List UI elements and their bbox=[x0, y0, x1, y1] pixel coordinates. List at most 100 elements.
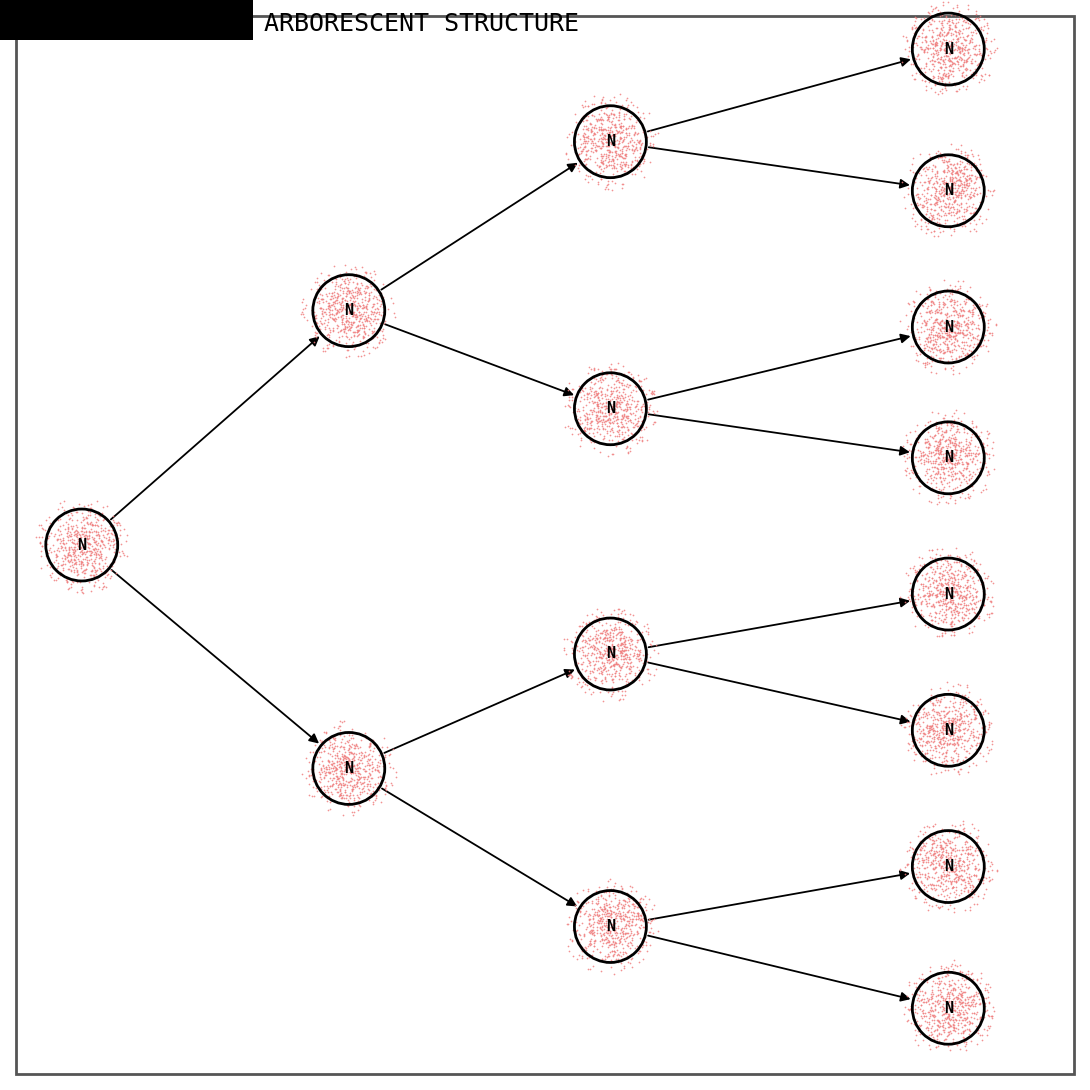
Point bbox=[64, 535, 82, 553]
Point bbox=[322, 736, 339, 753]
Point bbox=[634, 903, 652, 920]
Point bbox=[573, 620, 591, 638]
Point bbox=[911, 730, 929, 748]
Point bbox=[603, 113, 620, 131]
Point bbox=[567, 623, 584, 641]
Point bbox=[608, 404, 626, 422]
Point bbox=[926, 1038, 944, 1055]
Point bbox=[336, 279, 353, 296]
Point bbox=[932, 481, 949, 498]
Point bbox=[568, 675, 585, 692]
Point bbox=[946, 464, 964, 482]
Point bbox=[925, 68, 943, 85]
Point bbox=[936, 895, 954, 912]
Point bbox=[952, 693, 969, 711]
Point bbox=[331, 308, 349, 326]
Point bbox=[956, 340, 973, 358]
Point bbox=[931, 327, 948, 344]
Point bbox=[923, 881, 941, 898]
Point bbox=[576, 905, 593, 922]
Point bbox=[622, 93, 640, 110]
Point bbox=[938, 35, 956, 52]
Point bbox=[88, 513, 106, 531]
Point bbox=[596, 658, 614, 676]
Point bbox=[922, 445, 940, 462]
Point bbox=[596, 899, 614, 917]
Point bbox=[360, 754, 377, 772]
Point bbox=[622, 658, 640, 676]
Point bbox=[930, 728, 947, 746]
Point bbox=[615, 629, 632, 646]
Point bbox=[940, 162, 957, 180]
Point bbox=[334, 302, 351, 319]
Point bbox=[581, 936, 598, 954]
Point bbox=[926, 815, 944, 833]
Point bbox=[921, 15, 938, 33]
Point bbox=[933, 729, 950, 747]
Point bbox=[926, 553, 944, 570]
Point bbox=[584, 958, 602, 976]
Point bbox=[96, 554, 113, 571]
Point bbox=[961, 988, 979, 1005]
Point bbox=[332, 754, 350, 772]
Point bbox=[944, 731, 961, 749]
Point bbox=[953, 552, 970, 569]
Point bbox=[921, 727, 938, 744]
Point bbox=[952, 976, 969, 993]
Point bbox=[361, 315, 378, 332]
Point bbox=[957, 174, 974, 192]
Point bbox=[620, 897, 638, 915]
Point bbox=[936, 707, 954, 725]
Point bbox=[601, 895, 618, 912]
Point bbox=[73, 578, 90, 595]
Point bbox=[942, 323, 959, 340]
Point bbox=[932, 593, 949, 610]
Point bbox=[925, 859, 943, 876]
Point bbox=[338, 724, 355, 741]
Point bbox=[941, 62, 958, 80]
Point bbox=[920, 159, 937, 177]
Point bbox=[355, 282, 373, 300]
Point bbox=[941, 219, 958, 237]
Point bbox=[590, 410, 607, 427]
Point bbox=[364, 298, 381, 315]
Point bbox=[329, 317, 347, 335]
Point bbox=[580, 419, 597, 436]
Point bbox=[958, 455, 976, 472]
Point bbox=[613, 118, 630, 135]
Point bbox=[896, 452, 913, 470]
Point bbox=[70, 538, 87, 556]
Point bbox=[964, 992, 981, 1009]
Point bbox=[604, 918, 621, 935]
Point bbox=[945, 428, 962, 446]
Point bbox=[598, 109, 616, 126]
Point bbox=[971, 973, 989, 991]
Point bbox=[567, 655, 584, 673]
Point bbox=[335, 284, 352, 302]
Point bbox=[52, 525, 70, 543]
Point bbox=[916, 341, 933, 359]
Point bbox=[40, 542, 58, 559]
Point bbox=[955, 306, 972, 324]
Point bbox=[938, 736, 956, 753]
Point bbox=[39, 556, 57, 573]
Point bbox=[946, 330, 964, 348]
Point bbox=[51, 531, 69, 548]
Point bbox=[957, 433, 974, 450]
Point bbox=[591, 368, 608, 386]
Point bbox=[307, 783, 325, 800]
Point bbox=[608, 637, 626, 654]
Point bbox=[349, 324, 366, 341]
Point bbox=[959, 882, 977, 899]
Point bbox=[923, 352, 941, 370]
Point bbox=[603, 420, 620, 437]
Point bbox=[604, 424, 621, 441]
Point bbox=[581, 906, 598, 923]
Point bbox=[942, 720, 959, 738]
Point bbox=[947, 326, 965, 343]
Point bbox=[936, 732, 954, 750]
Point bbox=[322, 296, 339, 314]
Point bbox=[928, 474, 945, 492]
Point bbox=[594, 646, 611, 664]
Point bbox=[941, 996, 958, 1014]
